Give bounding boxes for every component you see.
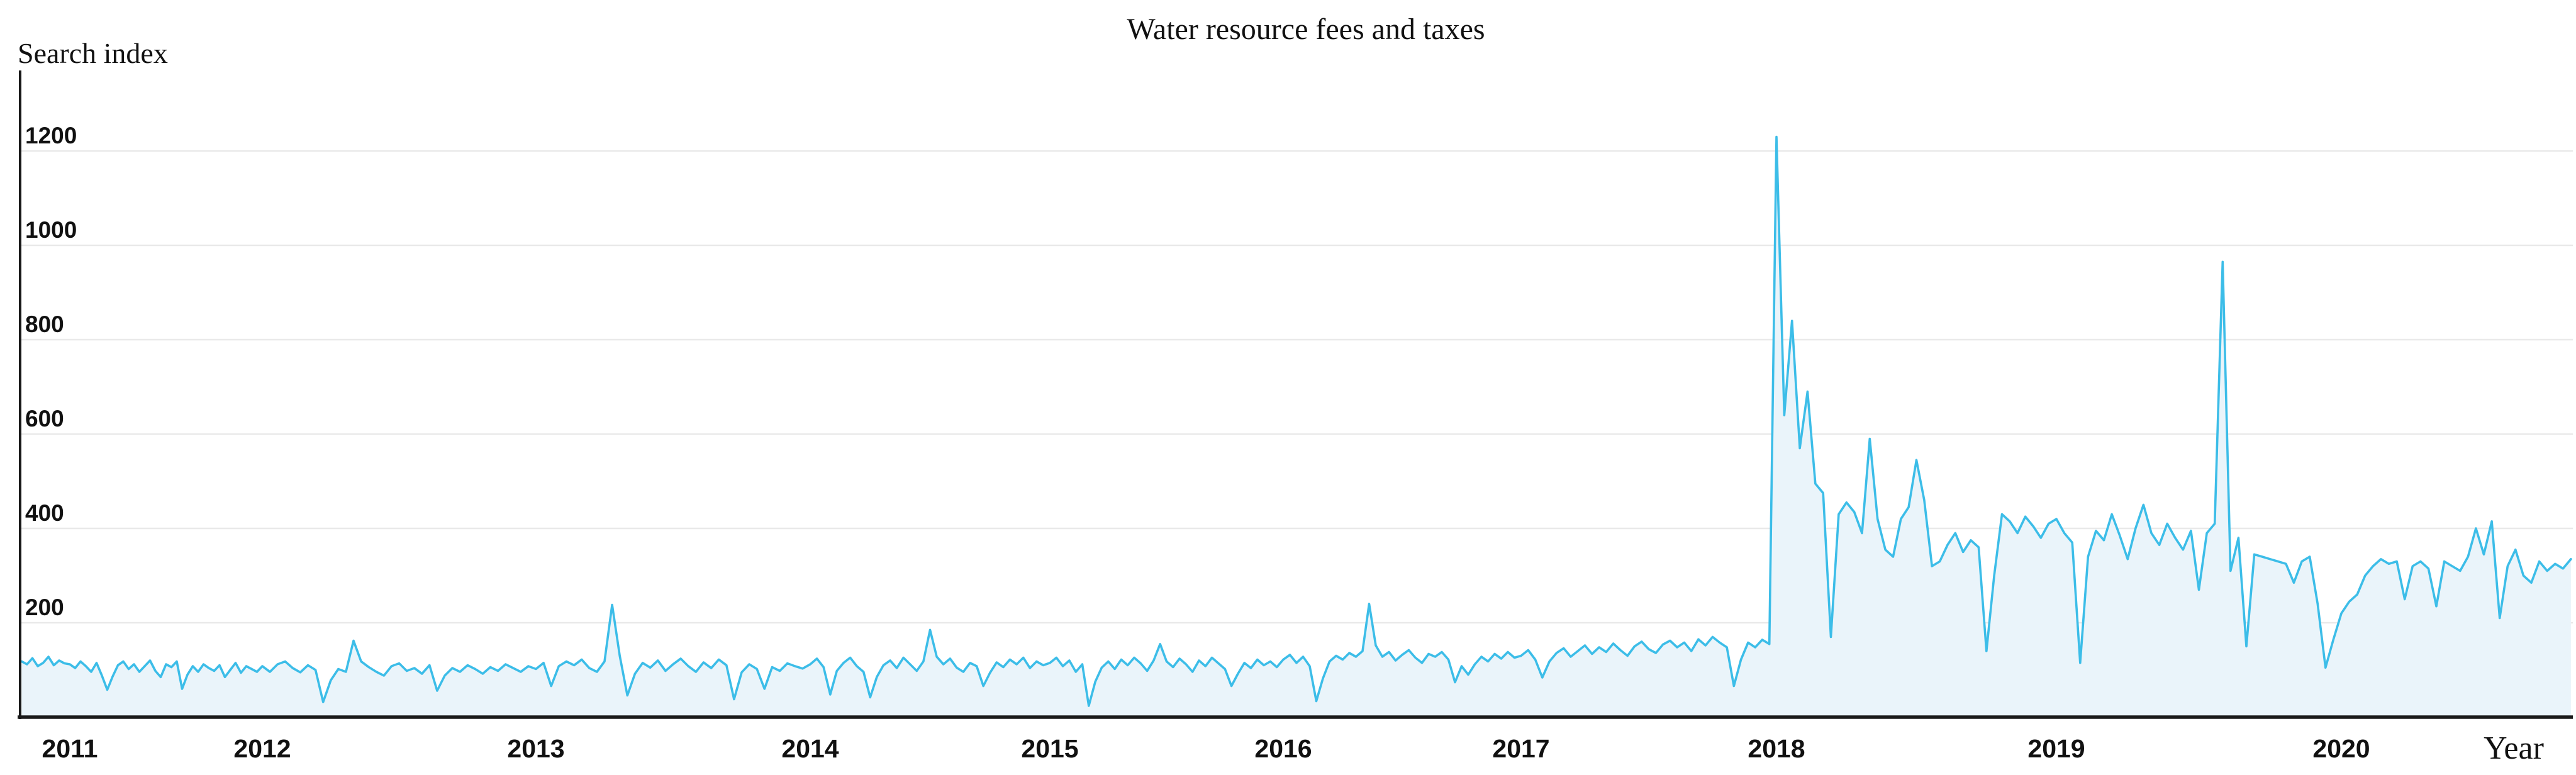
x-tick-label-2012: 2012 [233,734,291,763]
y-tick-label-1200: 1200 [25,123,77,148]
x-tick-label-2016: 2016 [1254,734,1312,763]
x-tick-label-2014: 2014 [781,734,839,763]
y-tick-label-1000: 1000 [25,217,77,243]
tick-labels: 200 400 600 800 1000 1200 2011 2012 2013 2014 2015… [25,123,2370,763]
series-line [20,135,2572,707]
y-tick-label-400: 400 [25,500,64,526]
y-axis-name: Search index [18,37,168,69]
y-tick-label-600: 600 [25,406,64,432]
x-axis-name: Year [2484,730,2544,766]
axes [18,70,2573,719]
x-tick-label-2017: 2017 [1492,734,1549,763]
y-tick-label-200: 200 [25,594,64,620]
x-tick-label-2019: 2019 [2027,734,2085,763]
y-tick-label-800: 800 [25,311,64,337]
chart-title: Water resource fees and taxes [1127,13,1485,46]
x-tick-label-2015: 2015 [1021,734,1078,763]
x-tick-label-2011: 2011 [42,734,98,763]
x-tick-label-2013: 2013 [507,734,564,763]
series-area-fill [21,137,2571,716]
x-tick-label-2020: 2020 [2312,734,2370,763]
x-tick-label-2018: 2018 [1748,734,1805,763]
series-layer [20,135,2572,716]
